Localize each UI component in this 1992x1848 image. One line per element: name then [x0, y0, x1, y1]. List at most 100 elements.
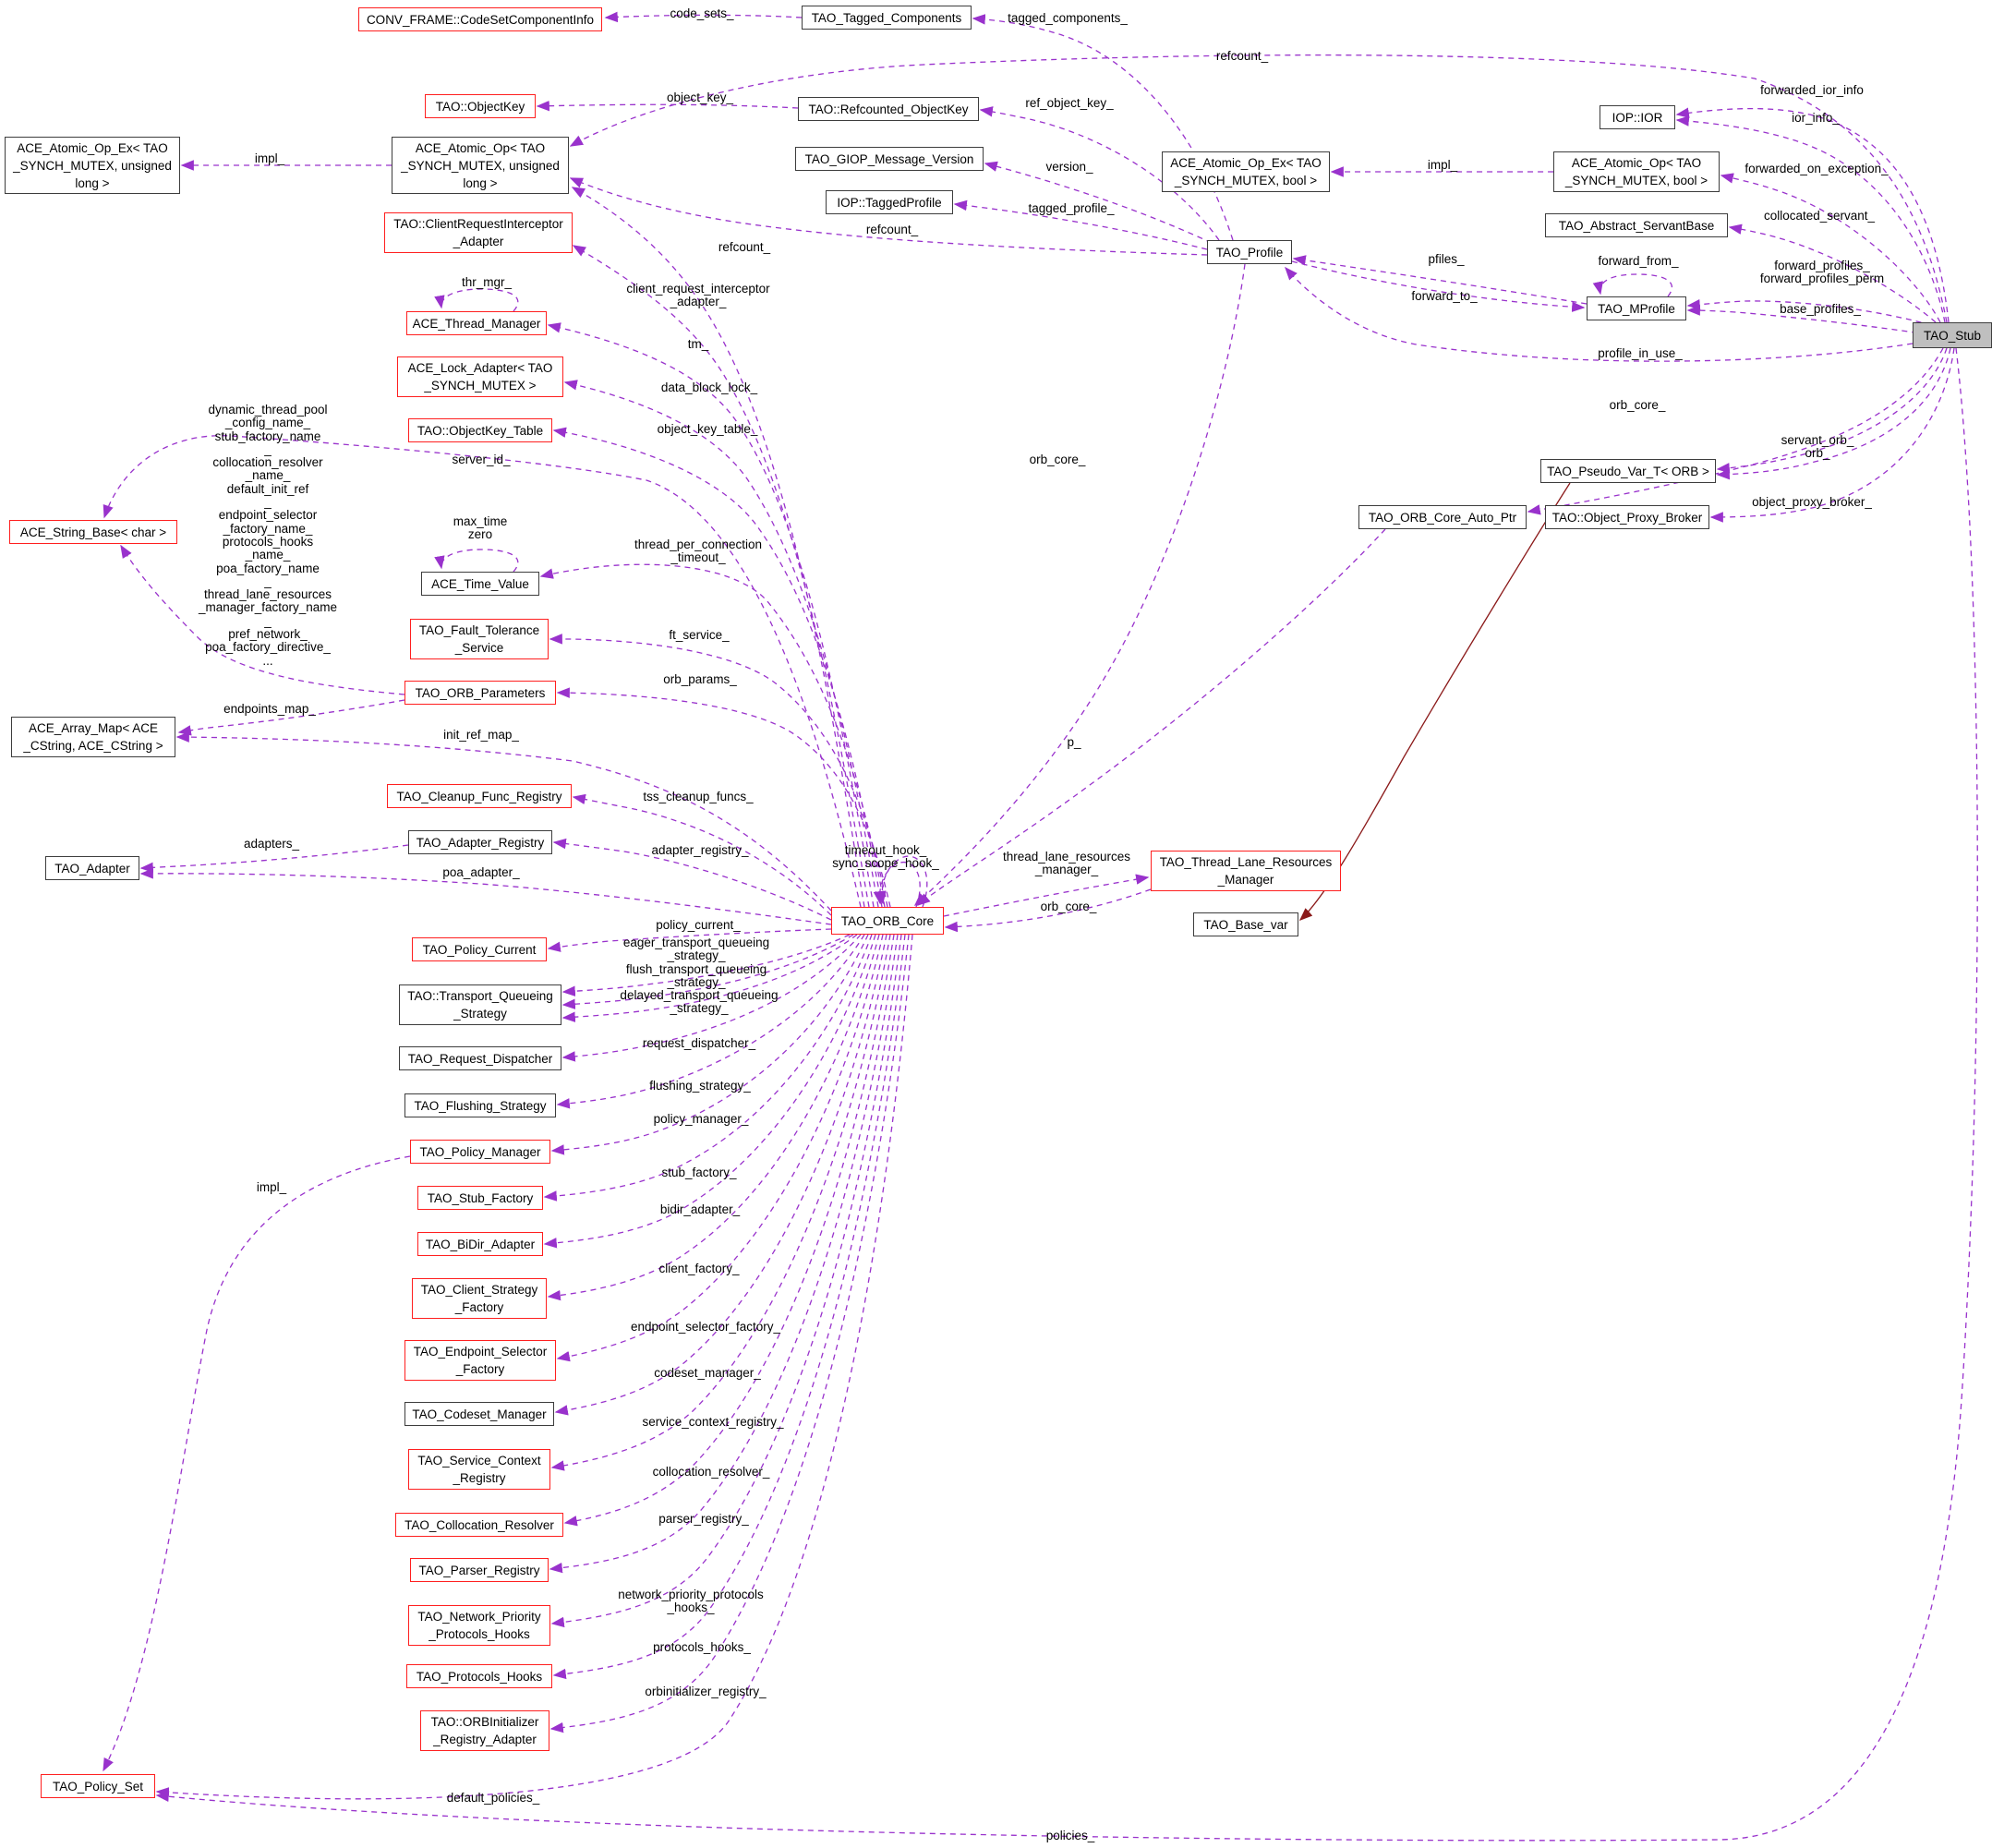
node-tao-network-priority-protocols-hooks[interactable]: TAO_Network_Priority _Protocols_Hooks — [408, 1605, 550, 1646]
edge-label-endpoint-selector-factory: endpoint_selector_factory_ — [631, 1320, 780, 1334]
node-label-line: TAO_ORB_Parameters — [415, 685, 546, 700]
node-tao-collocation-resolver[interactable]: TAO_Collocation_Resolver — [395, 1513, 563, 1537]
node-tao-protocols-hooks[interactable]: TAO_Protocols_Hooks — [406, 1664, 552, 1688]
node-tao-transport-queueing-strategy[interactable]: TAO::Transport_Queueing _Strategy — [399, 984, 561, 1025]
node-tao-stub-factory[interactable]: TAO_Stub_Factory — [417, 1186, 543, 1210]
node-ace-array-map[interactable]: ACE_Array_Map< ACE _CString, ACE_CString … — [11, 717, 175, 757]
node-tao-orb-core[interactable]: TAO_ORB_Core — [831, 907, 944, 935]
edge-label-line: code_sets_ — [670, 6, 734, 20]
edge-label-object-proxy-broker: object_proxy_broker_ — [1752, 495, 1872, 509]
edge-label-line: collocated_servant_ — [1763, 209, 1876, 223]
node-tao-codeset-manager[interactable]: TAO_Codeset_Manager — [404, 1402, 554, 1426]
node-iop-taggedprofile[interactable]: IOP::TaggedProfile — [826, 190, 953, 214]
node-tao-mprofile[interactable]: TAO_MProfile — [1587, 296, 1686, 320]
edge-refcount-stub — [569, 54, 1948, 323]
edge-label-line: stub_factory_ — [661, 1166, 737, 1179]
node-tao-clientrequestinterceptor-adapter[interactable]: TAO::ClientRequestInterceptor _Adapter — [384, 212, 573, 253]
node-tao-profile[interactable]: TAO_Profile — [1207, 240, 1292, 264]
node-tao-objectkey-table[interactable]: TAO::ObjectKey_Table — [408, 418, 552, 442]
node-tao-policy-current[interactable]: TAO_Policy_Current — [412, 937, 547, 961]
edge-label-line: _name_ — [245, 468, 291, 483]
node-label-line: _SYNCH_MUTEX, bool > — [1174, 174, 1318, 187]
node-iop-ior[interactable]: IOP::IOR — [1600, 105, 1675, 129]
node-tao-request-dispatcher[interactable]: TAO_Request_Dispatcher — [399, 1046, 561, 1070]
node-tao-thread-lane-resources-manager[interactable]: TAO_Thread_Lane_Resources _Manager — [1151, 851, 1341, 891]
edge-thr-mgr — [434, 288, 519, 312]
node-tao-client-strategy-factory[interactable]: TAO_Client_Strategy _Factory — [412, 1278, 547, 1319]
edge-label-line: orb_core_ — [1609, 398, 1666, 412]
node-ace-thread-manager[interactable]: ACE_Thread_Manager — [406, 311, 547, 335]
node-tao-parser-registry[interactable]: TAO_Parser_Registry — [410, 1558, 549, 1582]
node-ace-atomic-op-ulong[interactable]: ACE_Atomic_Op< TAO _SYNCH_MUTEX, unsigned… — [392, 137, 569, 194]
node-label-line: TAO_Pseudo_Var_T< ORB > — [1547, 464, 1709, 478]
node-tao-refcounted-objectkey[interactable]: TAO::Refcounted_ObjectKey — [798, 97, 979, 121]
edge-label-line: delayed_transport_queueing — [620, 988, 779, 1002]
edge-label-line: server_id_ — [452, 453, 511, 466]
node-tao-policy-set[interactable]: TAO_Policy_Set — [41, 1774, 155, 1798]
edge-forward-to — [1291, 260, 1586, 312]
edge-label-line: endpoint_selector — [218, 508, 318, 523]
node-tao-flushing-strategy[interactable]: TAO_Flushing_Strategy — [404, 1093, 556, 1117]
edge-label-impl-policy-set: impl_ — [256, 1180, 287, 1194]
edge-label-thr-mgr: thr_mgr_ — [462, 275, 512, 289]
node-label-line: ACE_Thread_Manager — [412, 316, 541, 331]
edge-label-endpoints-map: endpoints_map_ — [223, 702, 316, 716]
node-tao-abstract-servantbase[interactable]: TAO_Abstract_ServantBase — [1545, 213, 1728, 237]
node-label-line: ACE_String_Base< char > — [19, 525, 167, 539]
node-conv-frame-codesetcomponentinfo[interactable]: CONV_FRAME::CodeSetComponentInfo — [358, 7, 602, 31]
node-ace-time-value[interactable]: ACE_Time_Value — [421, 572, 539, 596]
node-label-line: TAO::ObjectKey — [435, 99, 525, 114]
edge-policy-current — [547, 928, 832, 952]
edge-label-line: forward_profiles_ — [1774, 259, 1870, 272]
node-ace-atomic-op-ex-bool[interactable]: ACE_Atomic_Op_Ex< TAO _SYNCH_MUTEX, bool … — [1162, 151, 1330, 192]
edge-label-policies: policies_ — [1046, 1829, 1095, 1842]
node-tao-orbinitializer-registry-adapter[interactable]: TAO::ORBInitializer _Registry_Adapter — [420, 1710, 549, 1751]
edge-orb-params — [556, 687, 891, 908]
edge-eager-transport-queueing — [561, 934, 851, 996]
edge-label-line: refcount_ — [718, 240, 771, 254]
edge-label-impl-bool: impl_ — [1427, 158, 1458, 172]
node-tao-objectkey[interactable]: TAO::ObjectKey — [425, 94, 536, 118]
edge-label-line: thread_per_connection — [634, 537, 763, 551]
edge-label-orb-params: orb_params_ — [663, 672, 737, 686]
node-ace-atomic-op-ex-ulong[interactable]: ACE_Atomic_Op_Ex< TAO _SYNCH_MUTEX, unsig… — [5, 137, 180, 194]
edge-label-line: max_time — [453, 514, 508, 528]
edge-label-forward-profiles: forward_profiles_ forward_profiles_perm — [1760, 259, 1884, 286]
edge-label-refcount-profile: refcount_ — [866, 223, 918, 236]
node-tao-policy-manager[interactable]: TAO_Policy_Manager — [410, 1140, 550, 1164]
node-label-line: TAO_Stub — [1923, 328, 1982, 343]
edge-label-forward-from: forward_from_ — [1598, 254, 1678, 268]
node-ace-string-base[interactable]: ACE_String_Base< char > — [9, 520, 177, 544]
node-tao-orb-core-auto-ptr[interactable]: TAO_ORB_Core_Auto_Ptr — [1358, 505, 1527, 529]
node-tao-adapter-registry[interactable]: TAO_Adapter_Registry — [408, 830, 552, 854]
node-label-line: TAO_Network_Priority — [417, 1610, 541, 1624]
node-tao-fault-tolerance-service[interactable]: TAO_Fault_Tolerance _Service — [410, 619, 549, 659]
node-tao-cleanup-func-registry[interactable]: TAO_Cleanup_Func_Registry — [387, 784, 572, 808]
edge-label-line: codeset_manager_ — [654, 1366, 761, 1380]
edge-label-line: impl_ — [256, 1180, 287, 1194]
node-tao-giop-message-version[interactable]: TAO_GIOP_Message_Version — [795, 147, 984, 171]
node-tao-tagged-components[interactable]: TAO_Tagged_Components — [802, 6, 972, 30]
node-tao-pseudo-var-t-orb[interactable]: TAO_Pseudo_Var_T< ORB > — [1540, 459, 1716, 483]
edge-label-code-sets: code_sets_ — [670, 6, 734, 20]
node-tao-endpoint-selector-factory[interactable]: TAO_Endpoint_Selector _Factory — [404, 1340, 556, 1381]
edge-label-line: tss_cleanup_funcs_ — [643, 790, 754, 803]
node-tao-adapter[interactable]: TAO_Adapter — [45, 856, 139, 880]
node-tao-stub[interactable]: TAO_Stub — [1913, 322, 1992, 348]
edge-label-line: impl_ — [1427, 158, 1458, 172]
edge-label-policy-current: policy_current_ — [656, 918, 741, 932]
edge-label-line: pref_network_ — [228, 627, 308, 642]
node-tao-service-context-registry[interactable]: TAO_Service_Context _Registry — [408, 1449, 550, 1490]
node-tao-base-var[interactable]: TAO_Base_var — [1193, 912, 1298, 936]
node-label-line: ACE_Atomic_Op_Ex< TAO — [17, 140, 168, 155]
node-ace-atomic-op-bool[interactable]: ACE_Atomic_Op< TAO _SYNCH_MUTEX, bool > — [1553, 151, 1720, 192]
node-label-line: long > — [75, 175, 110, 190]
node-tao-orb-parameters[interactable]: TAO_ORB_Parameters — [404, 681, 556, 705]
node-label-line: TAO_BiDir_Adapter — [425, 1237, 536, 1251]
node-tao-object-proxy-broker[interactable]: TAO::Object_Proxy_Broker — [1545, 505, 1709, 529]
edge-forward-profiles — [1686, 299, 1932, 326]
node-ace-lock-adapter[interactable]: ACE_Lock_Adapter< TAO _SYNCH_MUTEX > — [397, 356, 563, 397]
edge-max-time-zero — [434, 549, 519, 573]
node-tao-bidir-adapter[interactable]: TAO_BiDir_Adapter — [417, 1232, 543, 1256]
edge-thread-per-connection-timeout — [539, 563, 886, 908]
